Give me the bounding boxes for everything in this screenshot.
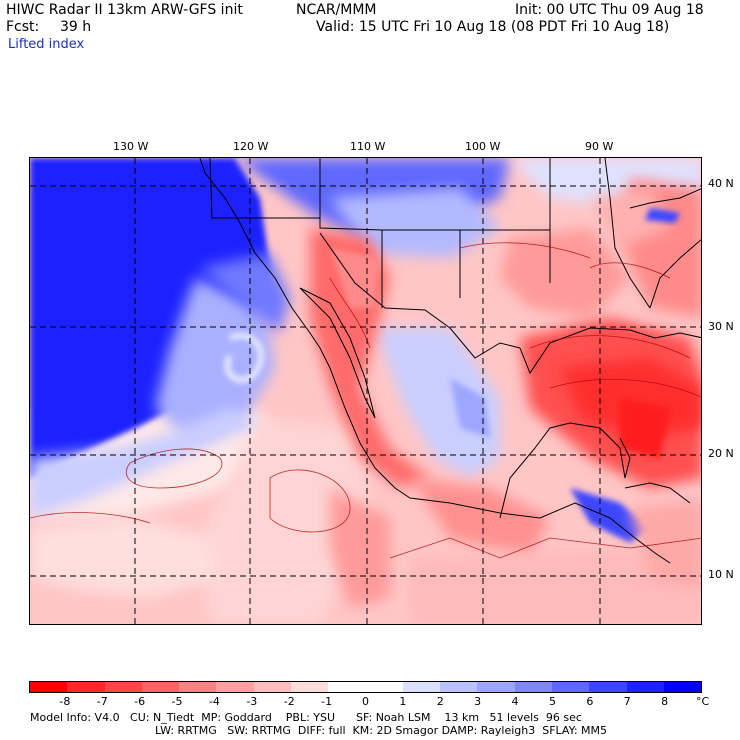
init-time: Init: 00 UTC Thu 09 Aug 18	[515, 2, 704, 18]
colorbar-swatch	[626, 682, 664, 692]
colorbar-label: -8	[59, 695, 71, 708]
colorbar-swatch	[589, 682, 627, 692]
colorbar-label: -5	[171, 695, 183, 708]
model-title: HIWC Radar II 13km ARW-GFS init	[6, 2, 243, 18]
colorbar-swatch	[104, 682, 142, 692]
colorbar-swatch	[440, 682, 478, 692]
colorbar-swatch	[290, 682, 329, 692]
colorbar-swatch	[514, 682, 552, 692]
colorbar-label: 4	[511, 695, 519, 708]
colorbar-swatch	[67, 682, 105, 692]
colorbar	[29, 681, 702, 693]
colorbar-label: -6	[134, 695, 146, 708]
colorbar-swatch	[551, 682, 590, 692]
colorbar-label: 6	[586, 695, 594, 708]
colorbar-label: -2	[283, 695, 295, 708]
model-info-line2: LW: RRTMG SW: RRTMG DIFF: full KM: 2D Sm…	[155, 724, 608, 737]
colorbar-label: 3	[474, 695, 482, 708]
valid-time: Valid: 15 UTC Fri 10 Aug 18 (08 PDT Fri …	[316, 19, 670, 35]
colorbar-swatch	[477, 682, 515, 692]
colorbar-label: 7	[623, 695, 631, 708]
colorbar-swatch	[179, 682, 217, 692]
colorbar-label: -7	[96, 695, 108, 708]
colorbar-label: 8	[661, 695, 669, 708]
colorbar-swatch	[253, 682, 291, 692]
lat-label-40n: 40 N	[708, 177, 734, 190]
colorbar-label: 5	[548, 695, 556, 708]
colorbar-label: -3	[246, 695, 258, 708]
forecast-hour: 39 h	[60, 19, 92, 35]
lat-label-20n: 20 N	[708, 447, 734, 460]
lon-label-90w: 90 W	[585, 140, 614, 153]
colorbar-label: 1	[399, 695, 407, 708]
lon-label-100w: 100 W	[465, 140, 501, 153]
lat-label-10n: 10 N	[708, 568, 734, 581]
lon-label-120w: 120 W	[233, 140, 269, 153]
colorbar-unit: °C	[696, 695, 710, 708]
colorbar-swatch	[402, 682, 441, 692]
colorbar-swatch	[30, 682, 68, 692]
lifted-index-map	[29, 157, 702, 625]
colorbar-label: 0	[362, 695, 369, 708]
colorbar-swatch	[216, 682, 254, 692]
colorbar-label: 2	[436, 695, 444, 708]
field-name: Lifted index	[8, 37, 85, 52]
colorbar-swatch	[328, 682, 366, 692]
model-info-line1: Model Info: V4.0 CU: N_Tiedt MP: Goddard…	[30, 711, 582, 724]
forecast-label: Fcst:	[6, 19, 40, 35]
lon-label-110w: 110 W	[350, 140, 386, 153]
colorbar-label: -1	[321, 695, 333, 708]
colorbar-label: -4	[208, 695, 220, 708]
org-label: NCAR/MMM	[296, 2, 377, 18]
lat-label-30n: 30 N	[708, 320, 734, 333]
colorbar-swatch	[141, 682, 180, 692]
colorbar-swatch	[365, 682, 403, 692]
lon-label-130w: 130 W	[113, 140, 149, 153]
colorbar-swatch	[663, 682, 702, 692]
